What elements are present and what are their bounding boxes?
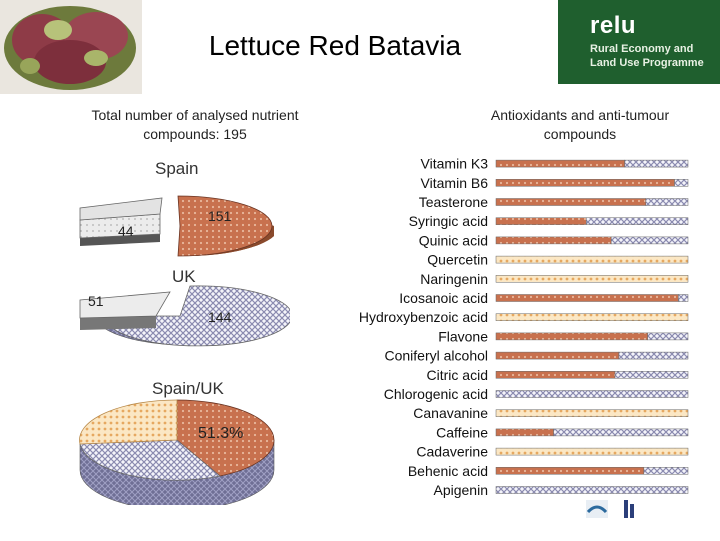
bar-segment <box>495 428 554 437</box>
bar-segment <box>495 486 689 494</box>
bar-segment <box>674 179 689 187</box>
right-subtitle: Antioxidants and anti-tumour compounds <box>490 107 670 142</box>
bar-category-label: Quercetin <box>427 252 488 268</box>
funder-logos <box>586 496 686 536</box>
bar-category-label: Coniferyl alcohol <box>385 348 489 364</box>
bar-segment <box>495 313 689 321</box>
pie-uk <box>79 285 290 347</box>
bar-category-label: Behenic acid <box>408 463 488 479</box>
bar-segment <box>495 409 689 417</box>
pie-spain-uk <box>79 399 275 505</box>
pie-title-uk: UK <box>172 267 196 286</box>
bar-category-label: Citric acid <box>427 367 488 383</box>
bar-segment <box>495 351 620 360</box>
bar-segment <box>618 351 689 360</box>
bar-segment <box>495 217 587 225</box>
bar-segment <box>495 255 689 264</box>
bar-segment <box>585 217 689 225</box>
pie-spain-uk-label-main: 51.3% <box>198 425 243 442</box>
bar-segment <box>495 390 689 398</box>
bar-segment <box>495 467 645 475</box>
pie-spain-slice-main <box>177 195 273 257</box>
bar-segment <box>624 159 689 168</box>
pie-charts: Spain 151 44 UK 144 51 Spain/UK 51.3% <box>79 159 290 505</box>
bar-segment <box>495 447 689 456</box>
page-title: Lettuce Red Batavia <box>208 30 462 61</box>
bar-category-label: Cadaverine <box>416 444 488 460</box>
bar-segment <box>678 294 689 302</box>
bar-category-label: Canavanine <box>413 405 488 421</box>
pie-spain-uk-slice-uk <box>79 439 221 481</box>
lettuce-photo <box>0 0 142 94</box>
bar-segment <box>495 236 612 245</box>
pie-spain-uk-slice-spain <box>79 399 178 445</box>
bar-category-label: Caffeine <box>436 424 488 440</box>
bar-segment <box>643 467 689 475</box>
bar-category-label: Hydroxybenzoic acid <box>359 309 488 325</box>
bar-segment <box>647 332 689 341</box>
pie-title-spain-uk: Spain/UK <box>152 379 224 398</box>
logo-subtitle: Rural Economy and Land Use Programme <box>590 43 704 69</box>
relu-logo: relu Rural Economy and Land Use Programm… <box>558 0 720 84</box>
bar-segment <box>495 332 648 341</box>
bar-chart: Vitamin K3 Vitamin B6 Teasterone Syringic a… <box>359 156 689 498</box>
bar-segment <box>614 371 689 379</box>
bar-segment <box>495 179 675 187</box>
bar-segment <box>495 371 616 379</box>
pie-title-spain: Spain <box>155 159 198 178</box>
logo-name: relu <box>590 12 637 39</box>
bar-segment <box>495 159 625 168</box>
bar-segment <box>553 428 689 437</box>
bar-segment <box>495 294 679 302</box>
pie-uk-label-main: 144 <box>208 309 232 325</box>
bar-category-label: Syringic acid <box>409 213 488 229</box>
pie-spain-label-main: 151 <box>208 208 232 224</box>
bar-category-label: Vitamin B6 <box>421 175 489 191</box>
pie-spain <box>79 195 274 257</box>
bar-category-label: Naringenin <box>420 271 488 287</box>
bar-segment <box>610 236 689 245</box>
bar-category-label: Chlorogenic acid <box>384 386 488 402</box>
bar-category-label: Icosanoic acid <box>399 290 488 306</box>
bar-category-label: Flavone <box>438 328 488 344</box>
pie-uk-label-other: 51 <box>88 293 104 309</box>
bar-segment <box>645 198 689 206</box>
pie-uk-slice-main <box>103 285 290 347</box>
bar-segment <box>495 198 647 206</box>
left-subtitle: Total number of analysed nutrient compou… <box>91 107 299 142</box>
bar-segment <box>495 275 689 283</box>
pie-uk-slice-other <box>79 291 171 319</box>
bar-category-label: Quinic acid <box>419 232 488 248</box>
bar-category-label: Apigenin <box>434 482 489 498</box>
pie-spain-label-other: 44 <box>118 223 134 239</box>
pie-spain-uk-slice-main <box>176 399 275 477</box>
bar-category-label: Teasterone <box>419 194 488 210</box>
bar-category-label: Vitamin K3 <box>421 156 489 172</box>
